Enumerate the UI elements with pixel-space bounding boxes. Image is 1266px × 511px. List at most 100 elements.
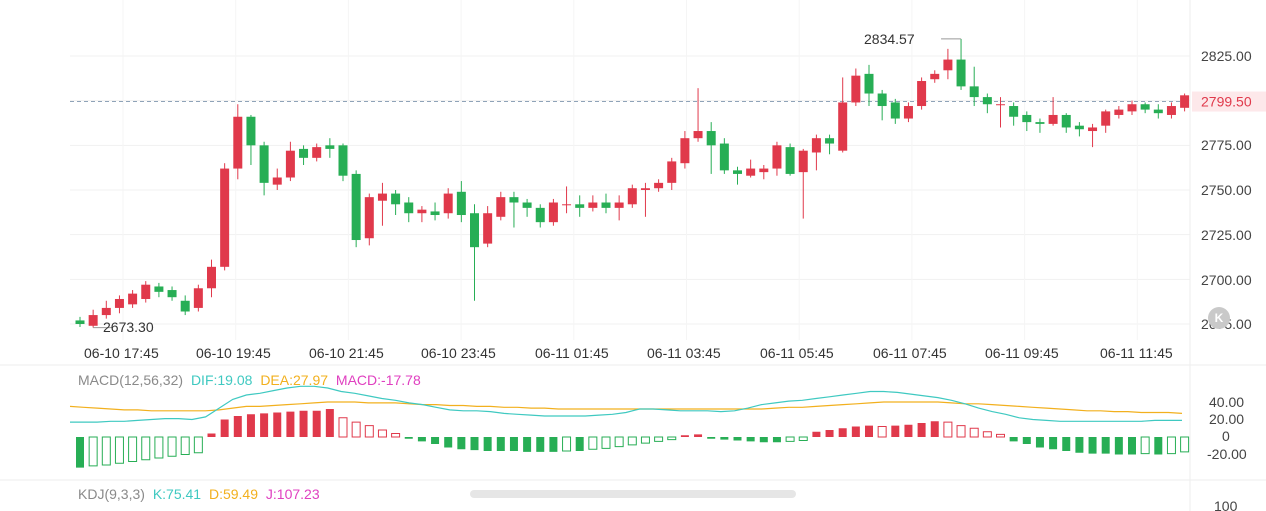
candle-body: [627, 188, 637, 205]
candle: [654, 179, 664, 192]
candle: [825, 134, 835, 155]
candle-body: [654, 182, 664, 189]
chart-scrollbar[interactable]: [470, 490, 796, 498]
macd-bar: [601, 436, 611, 449]
candle-body: [417, 209, 427, 214]
candle: [114, 295, 124, 314]
kdj-j-value: J:107.23: [266, 486, 320, 502]
candle: [851, 68, 861, 107]
candle-body: [128, 293, 138, 305]
candle: [535, 204, 545, 228]
current-price-marker: [1192, 91, 1266, 112]
candle-body: [864, 73, 874, 94]
candle: [1088, 123, 1098, 148]
macd-bar: [917, 423, 926, 437]
macd-bar: [286, 411, 295, 437]
current-price-label: 2799.50: [1201, 94, 1252, 110]
candle: [272, 168, 282, 190]
macd-bar: [364, 425, 374, 438]
candle: [312, 143, 322, 162]
candle: [351, 170, 361, 248]
candle: [75, 316, 85, 328]
macd-bar: [391, 433, 401, 438]
candle: [903, 102, 913, 123]
candle-body: [338, 145, 348, 176]
macd-bar: [1101, 437, 1110, 454]
candle-body: [496, 197, 506, 217]
candle: [364, 193, 374, 246]
candle-body: [299, 148, 309, 158]
candle: [627, 184, 637, 208]
candle-body: [1127, 104, 1137, 112]
macd-bar: [680, 435, 689, 437]
dea-line: [69, 401, 1183, 414]
candle-body: [101, 307, 111, 316]
high-price-label: 2834.57: [864, 31, 915, 47]
candle: [417, 206, 427, 223]
candle: [785, 143, 795, 176]
kdj-header: KDJ(9,3,3) K:75.41 D:59.49 J:107.23: [78, 486, 320, 502]
chart-scroll-latest-icon[interactable]: K: [1208, 307, 1230, 329]
candle: [838, 77, 848, 153]
candle-body: [943, 59, 953, 71]
candle: [1022, 111, 1032, 132]
candle-body: [535, 207, 545, 223]
macd-histogram: [76, 409, 1190, 468]
y-tick-label: 2725.00: [1201, 227, 1252, 243]
candle: [1140, 102, 1150, 114]
candles-layer: [75, 38, 1190, 328]
macd-bar: [220, 419, 229, 437]
candle-body: [548, 202, 558, 223]
macd-bar: [1140, 436, 1150, 455]
candle-body: [733, 170, 742, 174]
candle-body: [1166, 106, 1176, 115]
candle-body: [522, 202, 532, 208]
candle: [404, 197, 414, 223]
candle: [996, 97, 1005, 128]
macd-bar: [483, 437, 492, 451]
candle-body: [351, 173, 361, 241]
candle-body: [404, 202, 414, 214]
candle-body: [667, 161, 677, 183]
x-tick-label: 06-10 21:45: [309, 345, 384, 361]
candle-body: [575, 204, 585, 208]
candle: [667, 157, 677, 190]
candle-body: [903, 106, 913, 119]
macd-bar: [969, 427, 979, 438]
x-tick-label: 06-11 01:45: [535, 345, 609, 361]
x-tick-label: 06-11 07:45: [873, 345, 947, 361]
candle: [430, 202, 440, 221]
candle: [1180, 93, 1190, 112]
macd-bar: [956, 425, 966, 438]
candle: [154, 282, 164, 298]
macd-bar: [1062, 437, 1071, 451]
candle-body: [75, 320, 85, 324]
macd-bar: [904, 424, 913, 437]
candle: [88, 309, 98, 328]
candle: [167, 286, 177, 301]
candle-body: [509, 197, 519, 203]
macd-bar: [772, 437, 781, 443]
macd-y-axis-labels: 40.00 20.00 0 -20.00: [1207, 394, 1247, 462]
candle-body: [917, 81, 927, 107]
macd-bar: [588, 436, 598, 450]
candle: [733, 166, 742, 185]
macd-bar: [825, 430, 834, 437]
candle-body: [772, 145, 782, 169]
candle-body: [614, 202, 624, 208]
macd-bar: [1009, 437, 1018, 442]
macd-bar: [1166, 436, 1176, 455]
candle: [1061, 113, 1071, 133]
candle: [1153, 104, 1163, 119]
candle-body: [982, 97, 992, 105]
candle-body: [430, 211, 440, 216]
candle-body: [969, 86, 979, 98]
x-axis-labels: 06-10 17:45 06-10 19:45 06-10 21:45 06-1…: [84, 345, 1173, 361]
candle: [1101, 109, 1111, 133]
candle-body: [220, 168, 230, 267]
candle-body: [1022, 114, 1032, 123]
candle-body: [114, 298, 124, 308]
macd-bar: [312, 410, 321, 437]
candle-body: [1088, 127, 1098, 132]
